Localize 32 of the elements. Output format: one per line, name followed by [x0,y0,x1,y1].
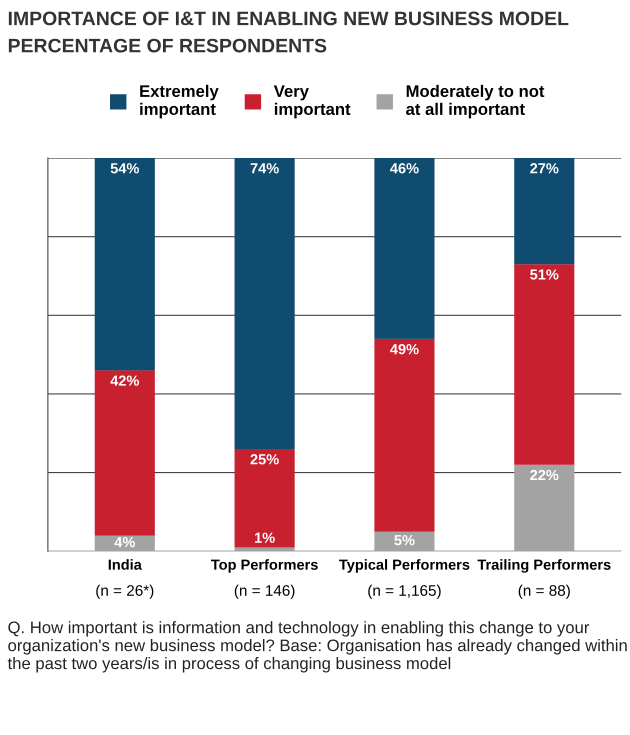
text: Q. How important is information and technology in enabling this change to your organization's new business model? Base: Organisation has already changed within the past two years/is in process of changing business model [8,621,627,673]
x-tick-label: Top Performers (n = 146) [211,559,318,599]
legend-label: Very important [274,85,350,118]
x-tick-label: India (n = 26*) [96,559,154,599]
bar [94,158,155,370]
bar [514,158,574,264]
bar [374,158,435,339]
data-label: 54% [110,163,139,174]
data-label: 74% [250,163,279,174]
data-label: 51% [530,269,558,280]
x-tick-label: Trailing Performers (n = 88) [478,559,611,599]
chart-subtitle: PERCENTAGE OF RESPONDENTS [8,38,326,53]
data-label: 5% [394,535,415,546]
bar [514,464,574,552]
data-label: 22% [530,470,558,480]
bar [94,370,155,536]
data-label: 49% [390,344,419,354]
x-tick-label: Typical Performers (n = 1,165) [339,559,470,599]
data-label: 1% [254,532,275,543]
data-label: 27% [530,163,558,174]
bar [514,264,574,465]
bar [234,449,295,548]
data-label: 4% [114,537,135,548]
chart-title: IMPORTANCE OF I&T IN ENABLING NEW BUSINESS MODEL [8,12,568,26]
bar [234,158,295,450]
legend-label: Extremely important [140,84,219,118]
bar [374,532,435,552]
data-label: 46% [390,163,419,174]
legend-label: Moderately to not at all important [406,84,544,118]
data-label: 42% [110,375,139,386]
data-label: 25% [250,454,279,464]
bar [374,338,435,532]
